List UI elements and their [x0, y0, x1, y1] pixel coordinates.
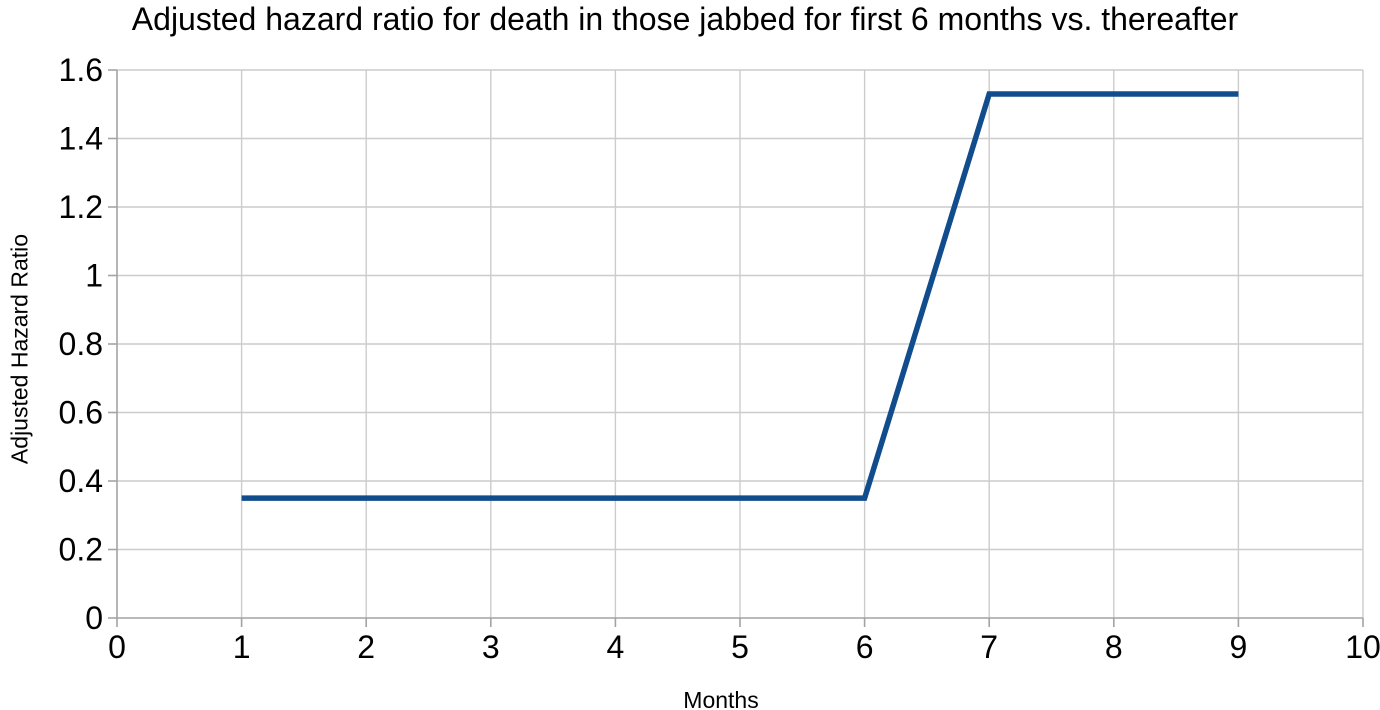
series-layer: [241, 91, 1239, 501]
y-tick-label: 0: [85, 600, 103, 636]
x-axis-title: Months: [683, 687, 759, 710]
x-tick-label: 4: [607, 629, 625, 665]
x-tick-label: 3: [482, 629, 500, 665]
axis-layer: [108, 69, 1364, 627]
y-tick-label: 0.4: [59, 463, 103, 499]
x-tick-label: 9: [1230, 629, 1248, 665]
chart-title: Adjusted hazard ratio for death in those…: [131, 1, 1239, 37]
x-tick-label: 6: [856, 629, 874, 665]
x-tick-label: 2: [357, 629, 375, 665]
hazard-ratio-line: [241, 91, 1239, 501]
x-tick-label: 1: [233, 629, 251, 665]
x-tick-label: 8: [1105, 629, 1123, 665]
y-tick-label: 0.8: [59, 326, 103, 362]
y-tick-label: 1.4: [59, 121, 103, 157]
y-tick-label: 1.2: [59, 189, 103, 225]
x-tick-label: 5: [731, 629, 749, 665]
grid-layer: [117, 69, 1364, 618]
tick-labels-layer: 0 1 2 3 4 5 6 7 8 9 10 0 0.2 0.4 0.6 0.8 1 1.2 1.4 1.6: [59, 52, 1380, 665]
y-tick-label: 1.6: [59, 52, 103, 88]
y-tick-label: 1: [85, 258, 103, 294]
y-axis-title: Adjusted Hazard Ratio: [6, 233, 33, 465]
y-tick-label: 0.2: [59, 532, 103, 568]
x-tick-label: 10: [1345, 629, 1380, 665]
x-tick-label: 7: [980, 629, 998, 665]
y-tick-label: 0.6: [59, 395, 103, 431]
x-tick-label: 0: [108, 629, 126, 665]
